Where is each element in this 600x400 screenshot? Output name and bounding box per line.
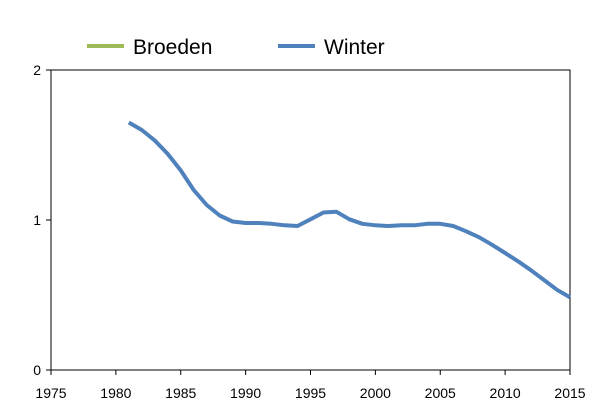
- x-tick-label: 2000: [360, 385, 391, 400]
- x-tick-label: 1990: [230, 385, 261, 400]
- x-tick-label: 1975: [35, 385, 66, 400]
- x-tick-label: 1985: [165, 385, 196, 400]
- y-tick-label: 0: [33, 362, 41, 378]
- y-tick-label: 1: [33, 212, 41, 228]
- legend-label-winter: Winter: [324, 36, 385, 59]
- x-tick-label: 2010: [490, 385, 521, 400]
- legend-label-broeden: Broeden: [133, 36, 212, 59]
- y-tick-label: 2: [33, 62, 41, 78]
- x-axis: 1975 1980 1985 1990 1995 2000 2005 2010 2015: [35, 370, 586, 400]
- legend: Broeden Winter: [87, 36, 385, 59]
- x-tick-label: 2015: [554, 385, 585, 400]
- series-line-winter: [127, 120, 571, 300]
- series-layer: [127, 120, 571, 300]
- y-axis: 0 1 2: [33, 62, 51, 378]
- x-tick-label: 1980: [100, 385, 131, 400]
- x-tick-label: 1995: [295, 385, 326, 400]
- x-tick-label: 2005: [425, 385, 456, 400]
